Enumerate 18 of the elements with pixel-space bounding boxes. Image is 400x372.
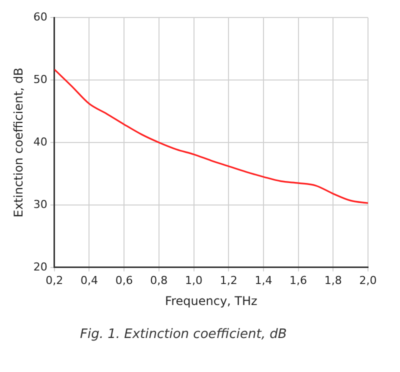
y-tick-label: 40 xyxy=(33,135,48,148)
y-tick-label: 50 xyxy=(33,72,48,86)
y-tick-label: 30 xyxy=(33,198,48,211)
x-tick-label: 1,0 xyxy=(185,274,203,287)
x-tick-label: 1,4 xyxy=(254,274,272,287)
y-tick-label: 60 xyxy=(33,10,48,24)
x-tick-label: 0,8 xyxy=(150,274,168,287)
y-tick-label: 20 xyxy=(33,260,48,274)
x-tick-label: 1,2 xyxy=(220,274,238,287)
x-tick-label: 0,2 xyxy=(46,274,64,287)
x-axis-title: Frequency, THz xyxy=(165,294,258,308)
x-tick-label: 2,0 xyxy=(359,274,377,287)
y-axis-title: Extinction coefficient, dB xyxy=(11,68,26,218)
caption: Fig. 1. Extinction coefficient, dB xyxy=(80,327,288,342)
x-tick-label: 1,6 xyxy=(290,274,308,287)
x-tick-label: 1,8 xyxy=(324,274,342,287)
x-tick-label: 0,6 xyxy=(115,274,133,287)
x-tick-label: 0,4 xyxy=(80,274,98,287)
